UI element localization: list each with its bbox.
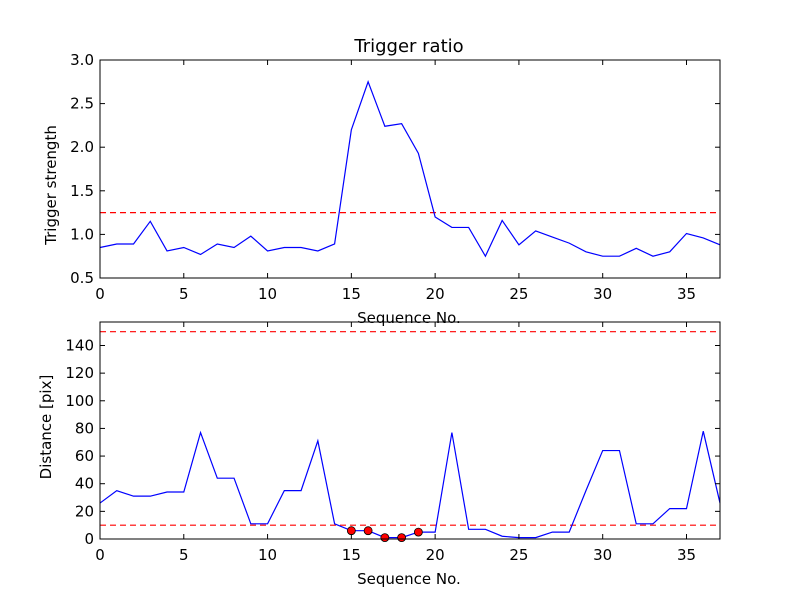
highlight-marker bbox=[363, 526, 373, 536]
x-axis-label: Sequence No. bbox=[357, 309, 461, 327]
x-ticks: 0 5 10 15 20 25 30 35 bbox=[95, 60, 696, 303]
highlight-marker bbox=[413, 527, 423, 537]
series-lines bbox=[99, 80, 721, 258]
x-tick-label: 0 bbox=[95, 285, 105, 303]
y-tick-label: 2.0 bbox=[70, 138, 94, 156]
threshold-lines bbox=[100, 331, 720, 526]
series-lines bbox=[99, 430, 721, 539]
x-tick-label: 25 bbox=[509, 546, 528, 564]
x-tick-label: 25 bbox=[509, 285, 528, 303]
y-tick-label: 1.0 bbox=[70, 225, 94, 243]
y-ticks: 0.5 1.0 1.5 2.0 2.5 3.0 bbox=[70, 51, 720, 287]
x-tick-label: 10 bbox=[258, 546, 277, 564]
y-tick-label: 120 bbox=[65, 364, 94, 382]
series-line bbox=[99, 80, 721, 258]
x-tick-label: 20 bbox=[426, 285, 445, 303]
plot-frame bbox=[99, 59, 721, 279]
y-axis-label: Distance [pix] bbox=[37, 375, 55, 480]
y-tick-label: 80 bbox=[75, 419, 94, 437]
y-tick-label: 3.0 bbox=[70, 51, 94, 69]
x-axis-label: Sequence No. bbox=[357, 570, 461, 588]
x-tick-label: 35 bbox=[677, 546, 696, 564]
trigger-ratio-plot: Trigger ratio Trigger strength Sequence … bbox=[42, 36, 721, 327]
x-ticks: 0 5 10 15 20 25 30 35 bbox=[95, 322, 696, 564]
highlight-marker bbox=[346, 526, 356, 536]
distance-plot: Distance [pix] Sequence No. 0 5 10 15 20 25 30… bbox=[37, 321, 721, 588]
x-tick-label: 0 bbox=[95, 546, 105, 564]
chart-title: Trigger ratio bbox=[353, 36, 463, 57]
y-axis-label: Trigger strength bbox=[42, 125, 60, 246]
x-tick-label: 15 bbox=[342, 285, 361, 303]
y-tick-label: 2.5 bbox=[70, 95, 94, 113]
y-tick-label: 20 bbox=[75, 502, 94, 520]
y-ticks: 0 20 40 60 80 100 120 140 bbox=[65, 336, 720, 548]
x-tick-label: 30 bbox=[593, 546, 612, 564]
highlight-marker bbox=[380, 533, 390, 543]
x-tick-label: 35 bbox=[677, 285, 696, 303]
y-tick-label: 1.5 bbox=[70, 182, 94, 200]
x-tick-label: 5 bbox=[179, 285, 189, 303]
y-tick-label: 40 bbox=[75, 475, 94, 493]
x-tick-label: 20 bbox=[426, 546, 445, 564]
y-tick-label: 60 bbox=[75, 447, 94, 465]
y-tick-label: 0 bbox=[84, 530, 94, 548]
y-tick-label: 0.5 bbox=[70, 269, 94, 287]
x-tick-label: 10 bbox=[258, 285, 277, 303]
x-tick-label: 5 bbox=[179, 546, 189, 564]
plot-frame bbox=[99, 321, 721, 540]
x-tick-label: 30 bbox=[593, 285, 612, 303]
highlight-marker bbox=[397, 533, 407, 543]
y-tick-label: 100 bbox=[65, 392, 94, 410]
x-tick-label: 15 bbox=[342, 546, 361, 564]
y-tick-label: 140 bbox=[65, 336, 94, 354]
series-line bbox=[99, 430, 721, 539]
